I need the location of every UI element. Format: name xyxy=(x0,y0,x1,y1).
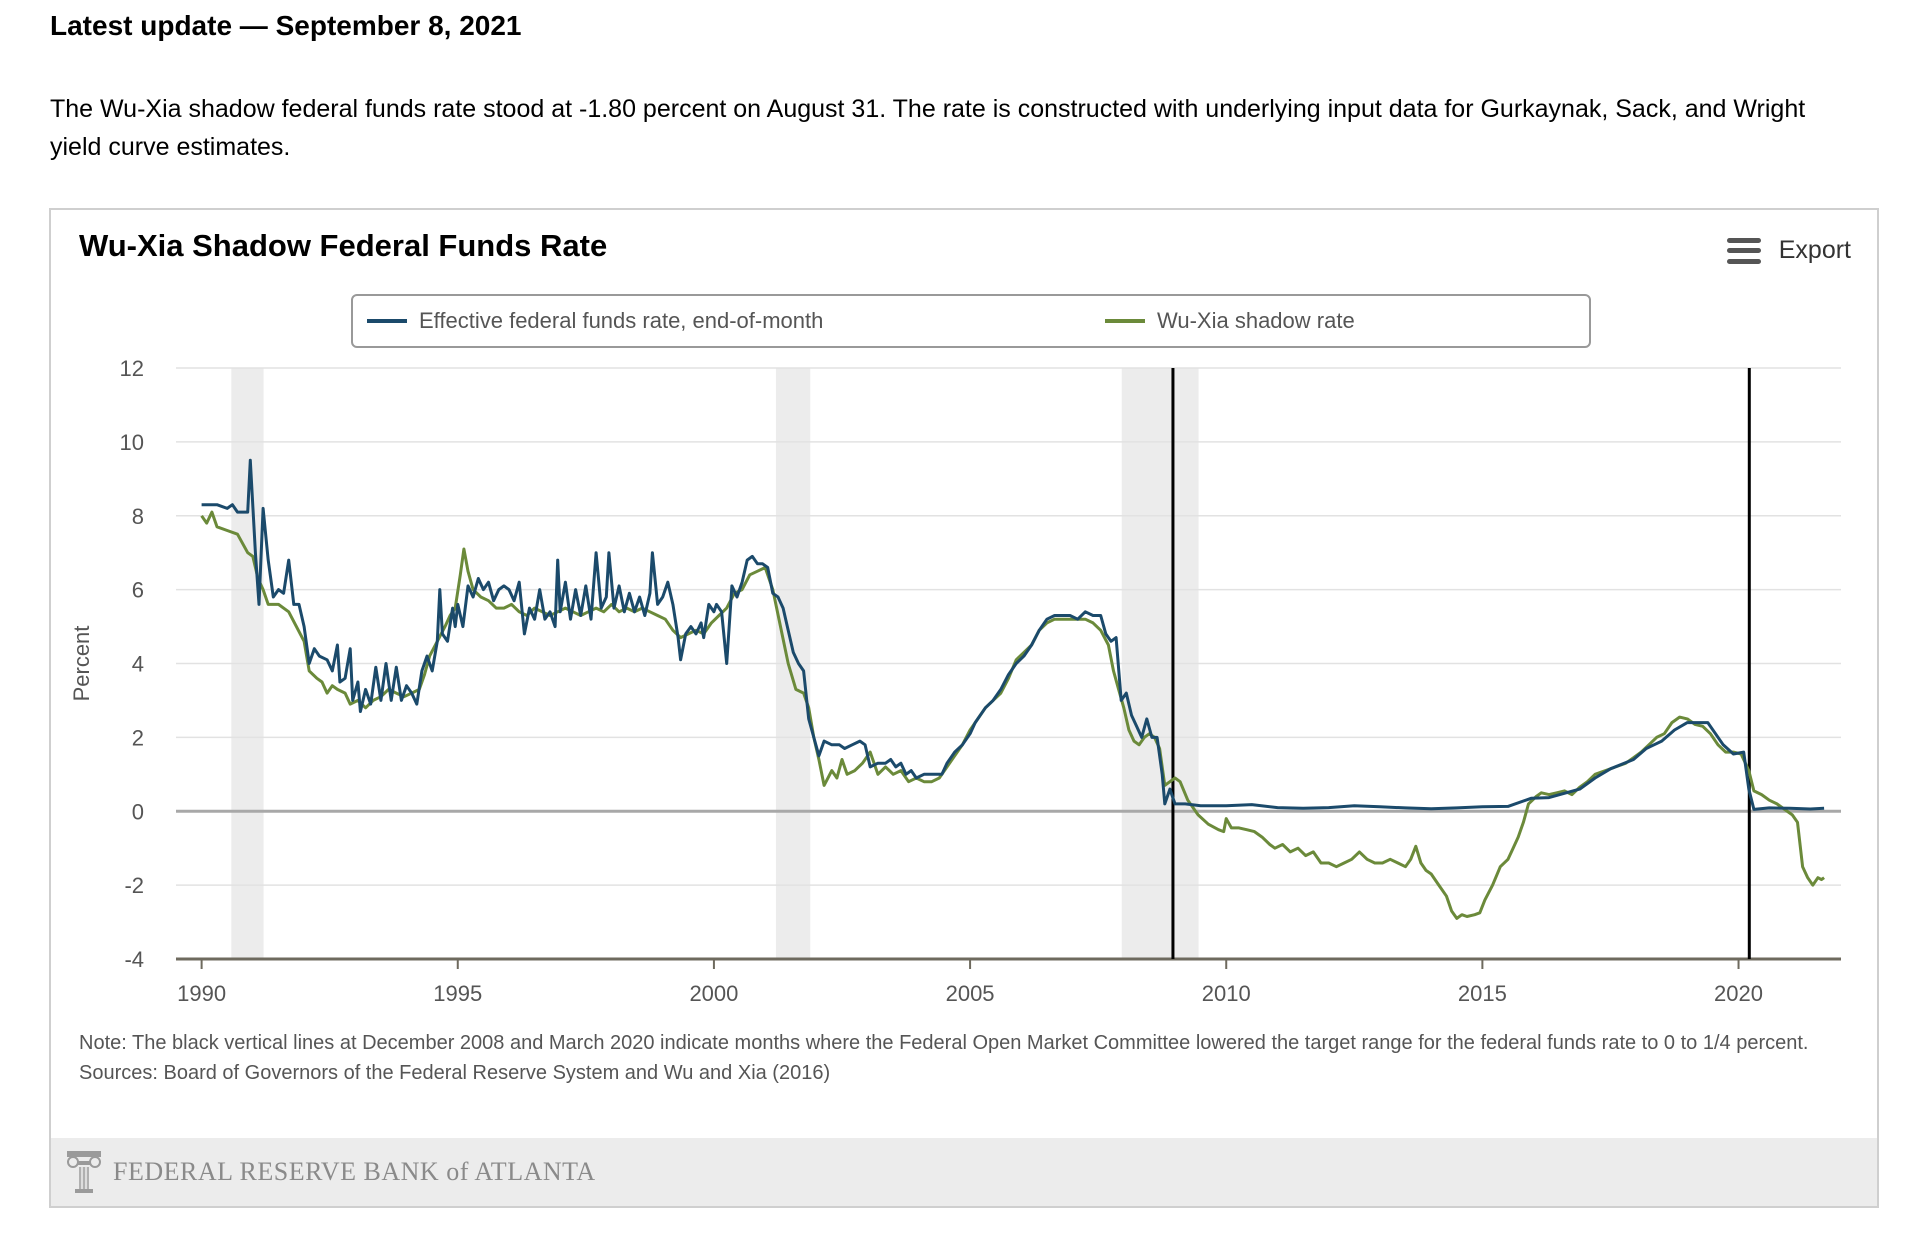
frb-atlanta-logo[interactable]: FEDERAL RESERVE BANK of ATLANTA xyxy=(65,1149,596,1195)
chart-legend: Effective federal funds rate, end-of-mon… xyxy=(351,294,1591,348)
x-tick-label: 2005 xyxy=(946,981,995,1006)
x-tick-label: 2020 xyxy=(1714,981,1763,1006)
y-tick-label: 4 xyxy=(132,652,144,677)
export-button[interactable]: Export xyxy=(1726,236,1851,265)
legend-item-shadow[interactable]: Wu-Xia shadow rate xyxy=(1105,296,1355,346)
chart-note: Note: The black vertical lines at Decemb… xyxy=(79,1032,1809,1054)
chart-title: Wu-Xia Shadow Federal Funds Rate xyxy=(79,228,608,263)
hamburger-menu-icon[interactable] xyxy=(1726,237,1761,264)
y-tick-label: -2 xyxy=(124,873,144,898)
export-label[interactable]: Export xyxy=(1778,236,1851,264)
footer-logo-text: FEDERAL RESERVE BANK of ATLANTA xyxy=(113,1157,596,1186)
y-tick-label: 12 xyxy=(120,356,144,381)
x-tick-label: 1990 xyxy=(177,981,226,1006)
y-tick-label: 0 xyxy=(132,799,144,824)
y-tick-label: -4 xyxy=(124,947,144,972)
y-axis-ticks: 12 10 8 6 4 2 0 -2 -4 xyxy=(120,356,144,972)
chart-plot: 12 10 8 6 4 2 0 -2 -4 1990 1995 2000 2005 2010 2015 20… xyxy=(69,356,1841,1006)
legend-item-effr[interactable]: Effective federal funds rate, end-of-mon… xyxy=(367,296,823,346)
x-axis-ticks: 1990 1995 2000 2005 2010 2015 2020 xyxy=(177,959,1763,1006)
legend-label-effr: Effective federal funds rate, end-of-mon… xyxy=(419,308,824,333)
y-tick-label: 8 xyxy=(132,504,144,529)
x-tick-label: 2010 xyxy=(1202,981,1251,1006)
x-tick-label: 2015 xyxy=(1458,981,1507,1006)
column-seal-icon xyxy=(67,1151,101,1193)
y-tick-label: 6 xyxy=(132,578,144,603)
chart-notes: Note: The black vertical lines at Decemb… xyxy=(79,1028,1859,1088)
chart-sources: Sources: Board of Governors of the Feder… xyxy=(79,1062,831,1084)
series-lines xyxy=(200,458,1825,920)
y-tick-label: 2 xyxy=(132,725,144,750)
legend-swatch-effr xyxy=(367,319,407,323)
fomc-vertical-lines xyxy=(1171,368,1751,959)
chart-footer: FEDERAL RESERVE BANK of ATLANTA xyxy=(51,1138,1877,1206)
effr-line[interactable] xyxy=(201,458,1825,811)
update-summary: The Wu-Xia shadow federal funds rate sto… xyxy=(50,95,1806,161)
gridlines xyxy=(176,367,1841,961)
x-tick-label: 1995 xyxy=(433,981,482,1006)
legend-label-shadow: Wu-Xia shadow rate xyxy=(1157,308,1355,333)
y-tick-label: 10 xyxy=(120,430,144,455)
legend-swatch-shadow xyxy=(1105,319,1145,323)
update-title: Latest update — September 8, 2021 xyxy=(50,10,522,41)
y-axis-label: Percent xyxy=(69,626,94,702)
chart-panel: Wu-Xia Shadow Federal Funds Rate Export … xyxy=(49,208,1879,1208)
x-tick-label: 2000 xyxy=(689,981,738,1006)
shadow-rate-line[interactable] xyxy=(200,510,1825,920)
